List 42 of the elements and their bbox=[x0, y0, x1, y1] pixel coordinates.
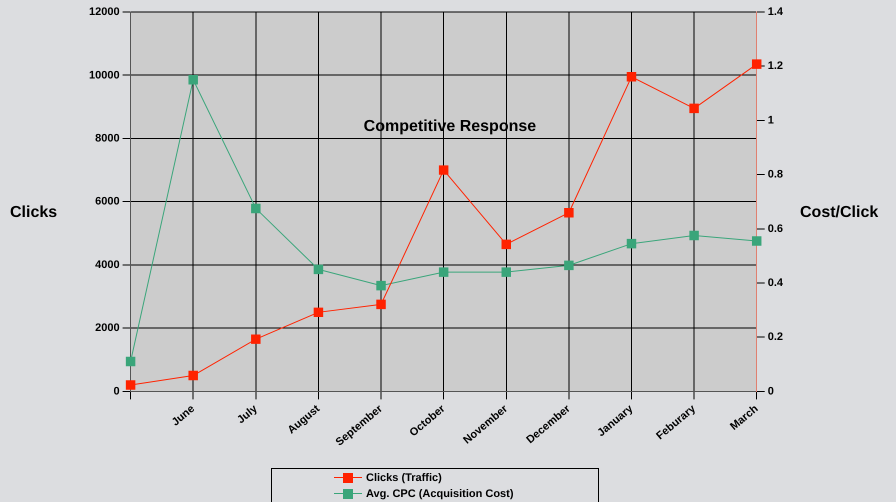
point bbox=[502, 240, 512, 250]
point bbox=[376, 280, 386, 290]
point bbox=[188, 75, 198, 84]
y-tick-label: 6000 bbox=[95, 196, 120, 208]
y2-axis-title: Cost/Click bbox=[800, 204, 878, 222]
point bbox=[689, 104, 699, 114]
y2-tick-label: 0.6 bbox=[768, 222, 784, 235]
point bbox=[438, 165, 448, 175]
point bbox=[502, 267, 512, 277]
point bbox=[126, 380, 136, 390]
point bbox=[564, 260, 574, 270]
y-tick-label: 10000 bbox=[88, 69, 120, 82]
x-tick-label: July bbox=[235, 402, 260, 426]
point bbox=[126, 356, 136, 366]
point bbox=[752, 236, 762, 246]
legend-label: Avg. CPC (Acquisition Cost) bbox=[366, 488, 514, 500]
y2-tick-label: 1.4 bbox=[768, 6, 784, 18]
y-tick-label: 2000 bbox=[95, 322, 120, 334]
point bbox=[689, 230, 699, 240]
point bbox=[438, 267, 448, 277]
y2-tick-label: 0.2 bbox=[768, 331, 784, 344]
point bbox=[251, 334, 261, 344]
y2-tick-label: 0.8 bbox=[768, 168, 784, 181]
point bbox=[376, 300, 386, 310]
legend-label: Clicks (Traffic) bbox=[366, 472, 442, 484]
y2-tick-label: 0 bbox=[768, 385, 774, 398]
y-axis-title: Clicks bbox=[10, 204, 58, 222]
point bbox=[251, 204, 261, 214]
y-tick-label: 4000 bbox=[95, 258, 120, 271]
y2-tick-label: 0.4 bbox=[768, 276, 784, 289]
point bbox=[564, 208, 574, 218]
y-tick-label: 8000 bbox=[95, 132, 120, 144]
point bbox=[314, 264, 324, 274]
y-tick-label: 0 bbox=[113, 385, 120, 398]
point bbox=[188, 370, 198, 380]
point bbox=[314, 308, 324, 318]
point bbox=[626, 72, 636, 82]
y-tick-label: 12000 bbox=[88, 6, 120, 18]
y2-tick-label: 1 bbox=[768, 114, 774, 126]
point bbox=[752, 59, 762, 69]
y2-tick-label: 1.2 bbox=[768, 60, 784, 72]
point bbox=[626, 238, 636, 248]
